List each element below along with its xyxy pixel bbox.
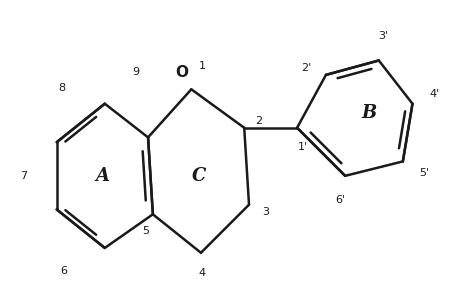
Text: 7: 7 — [20, 171, 27, 181]
Text: 5': 5' — [419, 168, 429, 178]
Text: 4': 4' — [429, 89, 439, 99]
Text: 8: 8 — [58, 83, 65, 93]
Text: 9: 9 — [132, 68, 140, 78]
Text: 3: 3 — [262, 207, 269, 217]
Text: 6: 6 — [60, 266, 67, 276]
Text: 3': 3' — [379, 31, 389, 41]
Text: 4: 4 — [198, 268, 205, 278]
Text: 1: 1 — [199, 61, 205, 71]
Text: 5: 5 — [142, 226, 149, 236]
Text: 1': 1' — [298, 142, 308, 152]
Text: O: O — [175, 65, 188, 80]
Text: B: B — [362, 104, 377, 122]
Text: C: C — [191, 167, 206, 185]
Text: 2: 2 — [255, 116, 262, 126]
Text: 2': 2' — [301, 63, 312, 73]
Text: A: A — [95, 167, 109, 185]
Text: 6': 6' — [335, 195, 346, 205]
